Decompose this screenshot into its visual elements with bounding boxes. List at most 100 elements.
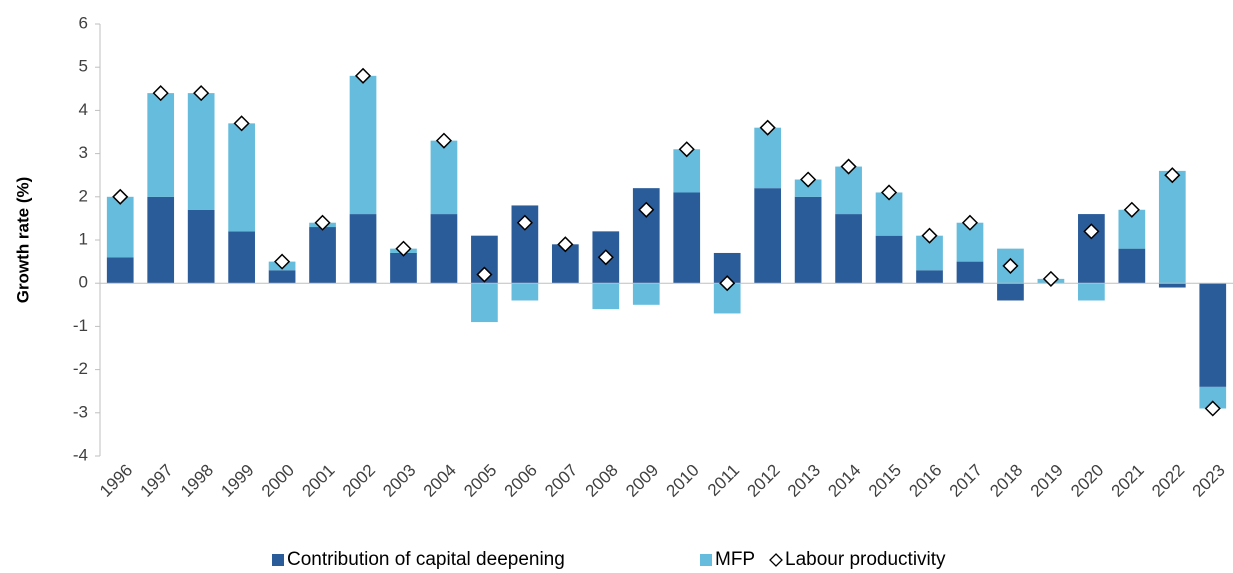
marker bbox=[759, 119, 776, 136]
bar bbox=[632, 283, 660, 305]
bar bbox=[754, 188, 782, 284]
marker bbox=[719, 275, 736, 292]
marker bbox=[1204, 400, 1221, 417]
bar bbox=[794, 179, 822, 197]
marker bbox=[1164, 167, 1181, 184]
marker bbox=[233, 115, 250, 132]
y-tick-label: -4 bbox=[73, 445, 88, 464]
y-tick-label: 6 bbox=[79, 13, 88, 32]
x-tick-label: 2022 bbox=[1148, 461, 1188, 501]
x-tick-label: 1999 bbox=[217, 461, 257, 501]
y-axis-title: Growth rate (%) bbox=[13, 177, 32, 304]
x-tick-label: 2013 bbox=[784, 461, 824, 501]
marker bbox=[435, 132, 453, 149]
legend-marker bbox=[769, 553, 783, 567]
bar bbox=[147, 93, 175, 197]
bar bbox=[309, 227, 336, 284]
x-tick-label: 2009 bbox=[622, 461, 662, 501]
bar bbox=[835, 214, 862, 284]
bar bbox=[187, 93, 215, 210]
x-tick-label: 1998 bbox=[177, 461, 217, 501]
x-tick-label: 2007 bbox=[541, 461, 581, 501]
marker bbox=[314, 214, 331, 231]
marker bbox=[921, 227, 938, 244]
bar bbox=[187, 209, 215, 284]
marker bbox=[152, 85, 169, 102]
marker bbox=[800, 171, 817, 188]
x-tick-label: 2021 bbox=[1108, 461, 1148, 501]
bar bbox=[106, 196, 134, 258]
bar bbox=[511, 283, 539, 301]
marker bbox=[557, 236, 574, 253]
marker bbox=[395, 240, 412, 257]
bar bbox=[916, 270, 943, 284]
bar bbox=[430, 140, 458, 215]
marker bbox=[1002, 257, 1019, 274]
x-tick-label: 2018 bbox=[986, 461, 1026, 501]
marker bbox=[516, 214, 533, 231]
y-tick-label: 3 bbox=[79, 143, 88, 162]
bar bbox=[471, 283, 498, 323]
legend-swatch bbox=[700, 554, 712, 566]
bar bbox=[1158, 170, 1186, 284]
bar bbox=[1158, 283, 1186, 288]
y-tick-label: 1 bbox=[79, 229, 88, 248]
x-tick-label: 2008 bbox=[582, 461, 622, 501]
x-tick-label: 2006 bbox=[501, 461, 541, 501]
x-tick-label: 1997 bbox=[137, 461, 177, 501]
x-tick-label: 2005 bbox=[460, 461, 500, 501]
y-tick-label: -3 bbox=[73, 402, 88, 421]
x-tick-label: 2019 bbox=[1027, 461, 1067, 501]
x-tick-label: 2012 bbox=[743, 461, 783, 501]
x-tick-label: 2017 bbox=[946, 461, 986, 501]
y-tick-label: 5 bbox=[79, 57, 88, 76]
bar bbox=[1199, 283, 1227, 387]
x-tick-label: 2004 bbox=[420, 461, 460, 501]
y-tick-label: 4 bbox=[79, 100, 88, 119]
bar bbox=[875, 235, 903, 284]
bar bbox=[390, 252, 417, 284]
y-tick-label: -2 bbox=[73, 359, 88, 378]
bar bbox=[349, 75, 377, 215]
bar bbox=[349, 214, 377, 284]
marker bbox=[354, 67, 372, 84]
x-tick-label: 2000 bbox=[258, 461, 298, 501]
marker bbox=[597, 249, 614, 266]
marker bbox=[961, 214, 979, 231]
marker bbox=[1083, 223, 1100, 240]
marker bbox=[638, 201, 655, 218]
bar bbox=[106, 257, 134, 284]
marker bbox=[193, 85, 210, 102]
bar bbox=[794, 196, 822, 284]
legend-label: Labour productivity bbox=[785, 549, 946, 570]
y-tick-label: 2 bbox=[79, 186, 88, 205]
y-tick-label: 0 bbox=[79, 273, 88, 292]
x-tick-label: 2011 bbox=[704, 461, 743, 500]
legend-swatch bbox=[272, 554, 284, 566]
marker bbox=[274, 253, 291, 270]
marker bbox=[1042, 270, 1059, 287]
bar bbox=[1078, 283, 1105, 301]
x-tick-label: 2023 bbox=[1189, 461, 1229, 501]
bar bbox=[147, 196, 175, 284]
marker bbox=[476, 266, 493, 283]
bar bbox=[228, 231, 255, 284]
x-tick-label: 1996 bbox=[96, 461, 136, 501]
x-tick-label: 2001 bbox=[298, 461, 338, 501]
legend-label: MFP bbox=[715, 549, 755, 570]
x-tick-label: 2015 bbox=[865, 461, 905, 501]
marker bbox=[840, 158, 857, 175]
legend-label: Contribution of capital deepening bbox=[287, 549, 565, 570]
bar bbox=[673, 192, 701, 284]
marker bbox=[112, 188, 129, 205]
bar bbox=[592, 283, 620, 310]
bar bbox=[956, 261, 984, 284]
x-tick-label: 2002 bbox=[339, 461, 379, 501]
marker bbox=[880, 184, 898, 201]
bar bbox=[1118, 248, 1146, 284]
bar bbox=[754, 127, 782, 189]
x-tick-label: 2010 bbox=[663, 461, 703, 501]
marker bbox=[678, 141, 695, 158]
x-tick-label: 2003 bbox=[379, 461, 419, 501]
